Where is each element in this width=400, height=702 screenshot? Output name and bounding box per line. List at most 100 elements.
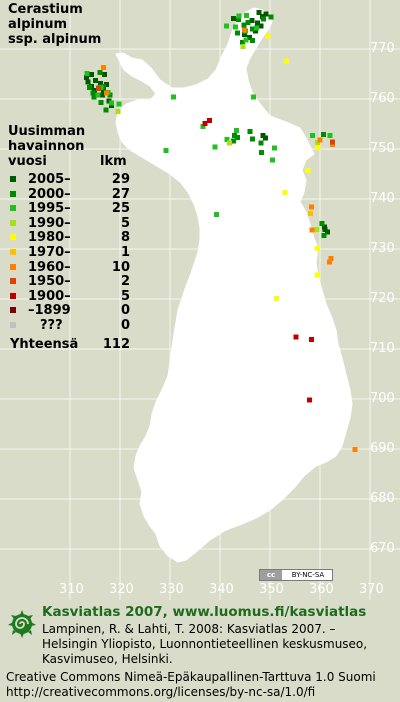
observation-marker — [233, 24, 238, 30]
observation-marker — [163, 148, 169, 153]
y-axis-label: 740 — [370, 191, 395, 206]
atlas-title[interactable]: Kasviatlas 2007, www.luomus.fi/kasviatla… — [42, 604, 367, 620]
legend-title-line-2: havainnon — [8, 139, 85, 154]
observation-marker — [98, 81, 103, 86]
observation-marker — [315, 272, 320, 278]
legend-title-line-1: Uusimman — [8, 124, 86, 139]
observation-marker — [263, 11, 269, 17]
species-name: Cerastium alpinum ssp. alpinum — [8, 2, 101, 47]
total-count: 112 — [102, 337, 130, 352]
observation-marker — [315, 246, 320, 251]
legend-swatch — [10, 205, 16, 212]
y-axis-label: 770 — [370, 41, 395, 56]
species-line-2: alpinum — [8, 17, 68, 32]
legend-swatch — [10, 219, 16, 226]
legend-row: ??? 0 — [10, 318, 130, 333]
legend-swatch — [10, 307, 16, 314]
observation-marker — [231, 16, 236, 21]
x-axis-label: 330 — [159, 582, 184, 597]
observation-marker — [95, 92, 101, 98]
y-axis-label: 750 — [370, 141, 395, 156]
legend-count: 5 — [120, 215, 130, 231]
x-axis-label: 340 — [209, 582, 234, 597]
observation-marker — [242, 32, 247, 37]
observation-marker — [255, 20, 260, 26]
finland-landmass — [115, 7, 353, 563]
cc-badge-text: BY-NC-SA — [291, 571, 325, 579]
observation-marker — [207, 118, 212, 123]
observation-marker — [250, 38, 255, 43]
observation-marker — [97, 70, 103, 75]
observation-marker — [232, 133, 237, 138]
observation-marker — [270, 157, 275, 163]
legend-label: ??? — [40, 317, 63, 333]
observation-marker — [240, 40, 245, 45]
observation-marker — [254, 25, 259, 31]
observation-marker — [321, 132, 326, 137]
legend-label: 1990– — [28, 215, 71, 231]
x-axis-label: 320 — [109, 582, 134, 597]
species-line-1: Cerastium — [8, 2, 83, 17]
legend-swatch — [10, 190, 16, 197]
observation-marker — [245, 20, 251, 25]
y-axis-label: 690 — [370, 441, 395, 456]
citation-line-2: Helsingin Yliopisto, Luonnontieteellinen… — [42, 637, 368, 651]
observation-marker — [101, 65, 106, 70]
legend-row: 1995– 25 — [10, 201, 130, 216]
citation-line-3: Kasvimuseo, Helsinki. — [42, 652, 173, 666]
observation-marker — [315, 145, 321, 150]
observation-marker — [103, 107, 109, 113]
legend-swatch — [10, 263, 16, 270]
y-axis-label: 720 — [370, 291, 395, 306]
citation: Lampinen, R. & Lahti, T. 2008: Kasviatla… — [42, 622, 394, 667]
observation-marker — [236, 17, 241, 22]
license-line-2[interactable]: http://creativecommons.org/licenses/by-n… — [6, 685, 316, 699]
observation-marker — [249, 18, 255, 23]
observation-marker — [89, 72, 94, 77]
observation-marker — [317, 137, 323, 143]
observation-marker — [224, 137, 230, 142]
legend-row: 2005– 29 — [10, 172, 130, 187]
legend-row: 1970– 1 — [10, 245, 130, 260]
legend-swatch — [10, 321, 16, 328]
observation-marker — [327, 133, 333, 138]
observation-marker — [250, 26, 255, 32]
observation-marker — [98, 100, 104, 105]
observation-marker — [227, 140, 232, 146]
legend-label: 1960– — [28, 259, 71, 275]
total-label: Yhteensä — [10, 337, 79, 352]
legend-label: 1970– — [28, 244, 71, 260]
observation-marker — [253, 28, 258, 34]
observation-marker — [305, 168, 311, 173]
observation-marker — [101, 88, 106, 93]
observation-marker — [91, 94, 97, 100]
legend-row: 1950– 2 — [10, 274, 130, 289]
legend: 2005– 29 2000– 27 1995– 25 1990– 5 1980– 8 19… — [10, 172, 130, 333]
observation-marker — [308, 211, 313, 216]
legend-title-line-3: vuosi — [8, 154, 47, 169]
observation-marker — [258, 23, 264, 29]
citation-line-1: Lampinen, R. & Lahti, T. 2008: Kasviatla… — [42, 622, 336, 636]
legend-row: –1899 0 — [10, 303, 130, 318]
y-axis-label: 710 — [370, 341, 395, 356]
observation-marker — [202, 121, 208, 126]
observation-marker — [93, 78, 98, 83]
observation-marker — [314, 227, 320, 232]
legend-count: 27 — [111, 186, 130, 202]
observation-marker — [231, 138, 236, 144]
legend-label: 1980– — [28, 230, 71, 246]
observation-marker — [293, 334, 299, 340]
observation-marker — [247, 35, 252, 40]
legend-row: 1990– 5 — [10, 216, 130, 231]
observation-marker — [240, 44, 246, 49]
observation-marker — [96, 86, 101, 91]
observation-marker — [241, 22, 247, 28]
cc-license-badge[interactable]: cc BY-NC-SA — [259, 569, 333, 581]
legend-count: 29 — [111, 172, 130, 187]
cc-badge-icon: cc — [260, 570, 282, 580]
observation-marker — [212, 144, 218, 150]
observation-marker — [235, 30, 240, 36]
observation-marker — [328, 256, 334, 261]
legend-count: 25 — [111, 201, 130, 217]
legend-swatch — [10, 248, 16, 255]
